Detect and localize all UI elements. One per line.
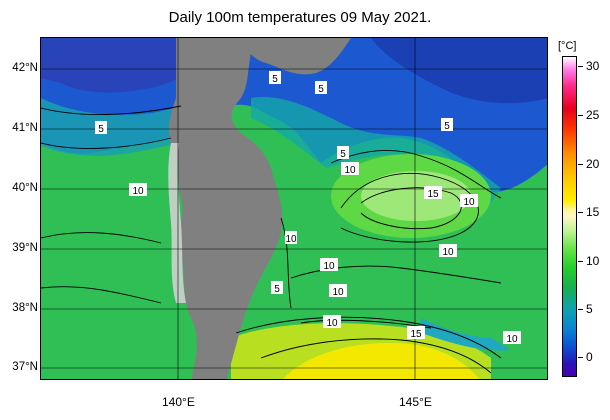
contour-label: 10 — [463, 197, 475, 208]
temperature-colorbar — [562, 56, 577, 377]
colorbar-tick — [578, 357, 583, 358]
contour-label: 5 — [340, 149, 346, 160]
contour-label: 10 — [132, 186, 144, 197]
contour-label: 5 — [274, 284, 280, 295]
colorbar-label-10: 10 — [586, 254, 600, 268]
colorbar-tick — [578, 164, 583, 165]
front-band — [421, 318, 511, 351]
contour-label-group: 5 5 5 5 10 10 5 15 10 10 10 10 5 10 10 1… — [95, 71, 521, 345]
contour-label: 15 — [410, 329, 422, 340]
graticule — [41, 38, 547, 379]
colorbar-label-15: 15 — [586, 205, 600, 219]
lat-label-39: 39°N — [12, 242, 38, 254]
lat-label-41: 41°N — [12, 122, 38, 134]
colorbar-tick — [578, 309, 583, 310]
contour-label: 10 — [332, 287, 344, 298]
colorbar-unit: [°C] — [558, 40, 577, 52]
teal-band-east — [251, 97, 501, 203]
colorbar-label-5: 5 — [586, 302, 593, 316]
map-title: Daily 100m temperatures 09 May 2021. — [168, 9, 432, 26]
lon-label-145: 145°E — [399, 395, 432, 409]
temperature-map: 5 5 5 5 10 10 5 15 10 10 10 10 5 10 10 1… — [40, 37, 548, 380]
contour-label: 10 — [506, 334, 518, 345]
colorbar-tick — [578, 115, 583, 116]
contour-label: 5 — [98, 124, 104, 135]
contour-label: 10 — [323, 261, 335, 272]
colorbar-tick — [578, 261, 583, 262]
colorbar-label-30: 30 — [586, 59, 600, 73]
contour-label: 5 — [272, 74, 278, 85]
lat-label-37: 37°N — [12, 361, 38, 373]
contour-label: 10 — [442, 247, 454, 258]
lat-label-42: 42°N — [12, 62, 38, 74]
honshu-land — [168, 38, 283, 379]
contour-label: 10 — [344, 165, 356, 176]
coastal-shelf — [168, 143, 186, 303]
lon-label-140: 140°E — [162, 395, 195, 409]
contour-label: 5 — [444, 121, 450, 132]
colorbar-tick — [578, 212, 583, 213]
colorbar-label-25: 25 — [586, 108, 600, 122]
contour-label: 5 — [318, 84, 324, 95]
colorbar-label-20: 20 — [586, 157, 600, 171]
hokkaido-land — [241, 38, 351, 75]
kuroshio-core — [282, 343, 480, 379]
contour-label: 10 — [285, 234, 297, 245]
lat-label-40: 40°N — [12, 182, 38, 194]
warm-eddy-core — [361, 171, 471, 221]
lat-label-38: 38°N — [12, 302, 38, 314]
contour-label: 15 — [427, 189, 439, 200]
colorbar-tick — [578, 66, 583, 67]
colorbar-label-0: 0 — [586, 350, 593, 364]
contour-label: 10 — [326, 318, 338, 329]
